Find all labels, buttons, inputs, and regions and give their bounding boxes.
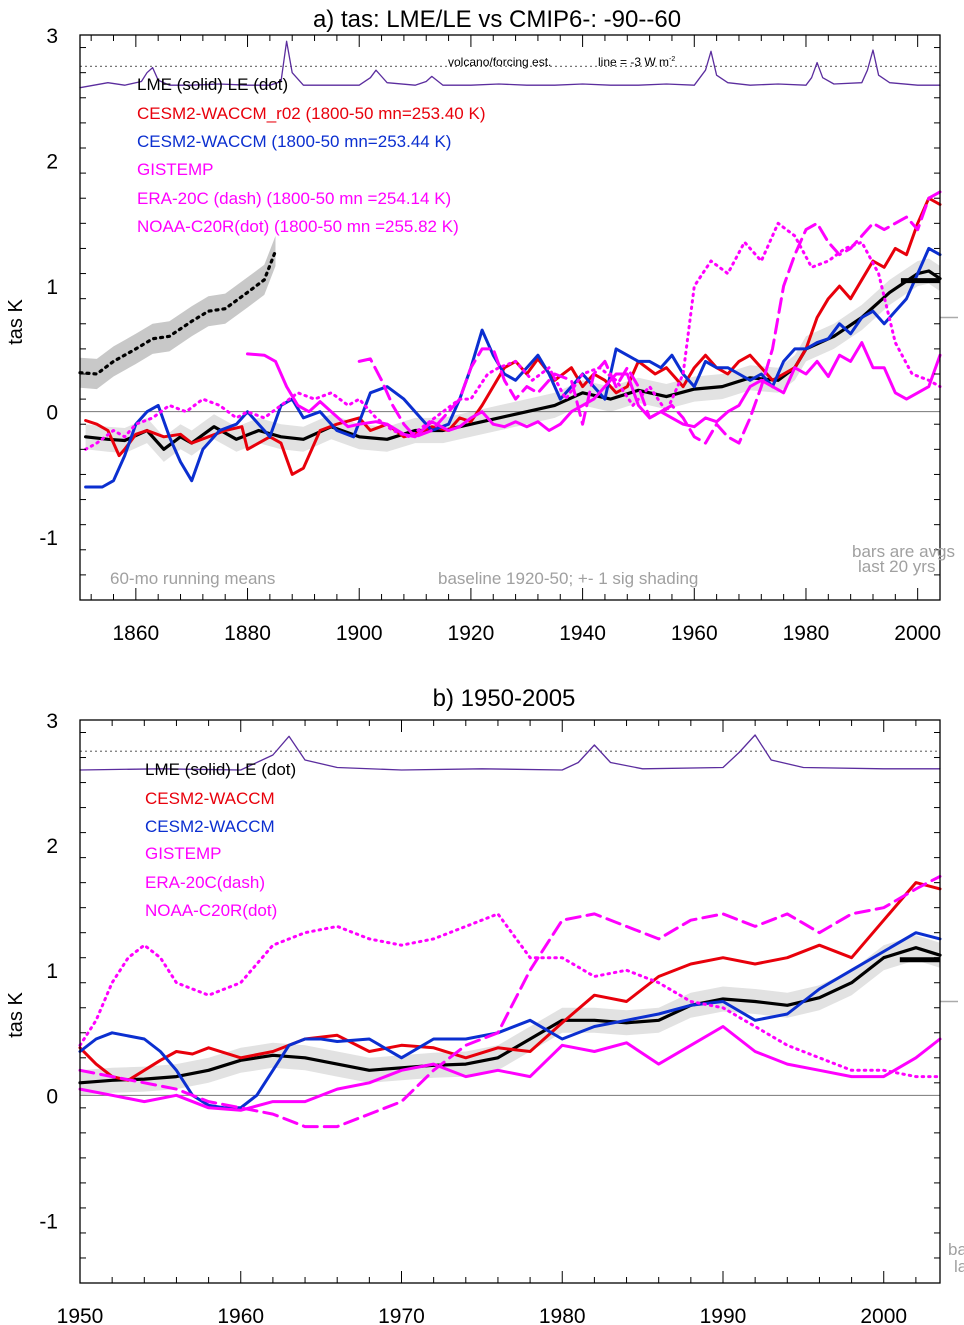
band-a-2: [85, 258, 941, 462]
legend-b-1: CESM2-WACCM: [145, 789, 275, 808]
xtick-label-a-7: 2000: [894, 622, 941, 645]
legend-a-2: CESM2-WACCM (1800-50 mn=253.44 K): [137, 132, 451, 151]
series-a-era-20c: [357, 190, 942, 445]
series-b-cesm2-waccm-r02: [78, 881, 942, 1082]
xtick-label-b-4: 1990: [700, 1305, 747, 1325]
ytick-label-b-4: 3: [46, 710, 58, 733]
legend-b-3: GISTEMP: [145, 844, 222, 863]
band-b-1: [80, 935, 940, 1096]
ytick-label-b-1: 0: [46, 1085, 58, 1108]
series-b-gistemp: [78, 1025, 942, 1112]
legend-b-0: LME (solid) LE (dot): [145, 760, 296, 779]
ytick-label-a-1: 0: [46, 402, 58, 425]
panel-b-ylabel: tas K: [5, 992, 27, 1038]
series-b-volcano-forcing-est-: [79, 734, 941, 771]
panel-a-forcing-note2: line = -3 W m-2: [598, 55, 675, 69]
panel-a-title: a) tas: LME/LE vs CMIP6-: -90--60: [313, 6, 681, 33]
panel-a-forcing-note: volcano/forcing est.: [448, 55, 551, 69]
series-b-cesm2-waccm: [78, 931, 942, 1110]
series-a-cesm2-waccm-r02: [84, 196, 942, 476]
panel-a-baseline-note: baseline 1920-50; +- 1 sig shading: [438, 569, 698, 588]
ytick-label-b-2: 1: [46, 960, 58, 983]
series-a-cesm2-waccm: [84, 246, 942, 489]
ytick-label-a-3: 2: [46, 151, 58, 174]
xtick-label-a-3: 1920: [448, 622, 495, 645]
xtick-label-a-1: 1880: [224, 622, 271, 645]
legend-a-4: ERA-20C (dash) (1800-50 mn =254.14 K): [137, 189, 451, 208]
panel-b-bars-note-1: ba: [948, 1240, 964, 1259]
forcing-note2-main: line = -3 W m: [598, 55, 669, 69]
xtick-label-a-2: 1900: [336, 622, 383, 645]
legend-a-0: LME (solid) LE (dot): [137, 75, 288, 94]
panel-b-title: b) 1950-2005: [433, 685, 576, 712]
xtick-label-a-0: 1860: [112, 622, 159, 645]
panel-b: b) 1950-2005 tas K -1 0 1 2 3 1950 1960 1970 198…: [5, 685, 964, 1325]
legend-b-2: CESM2-WACCM: [145, 817, 275, 836]
xtick-label-b-0: 1950: [57, 1305, 104, 1325]
ytick-label-a-4: 3: [46, 25, 58, 48]
xtick-label-b-1: 1960: [217, 1305, 264, 1325]
panel-a-bars-note-2: last 20 yrs: [858, 557, 935, 576]
ytick-label-b-3: 2: [46, 835, 58, 858]
xtick-label-b-3: 1980: [539, 1305, 586, 1325]
legend-a-1: CESM2-WACCM_r02 (1800-50 mn=253.40 K): [137, 104, 485, 123]
panel-a-running-mean-note: 60-mo running means: [110, 569, 275, 588]
panel-a-ylabel: tas K: [5, 299, 27, 345]
ytick-label-a-0: -1: [39, 527, 58, 550]
xtick-label-b-2: 1970: [378, 1305, 425, 1325]
forcing-note2-sup: -2: [669, 56, 675, 63]
plot-frame-a: [79, 34, 941, 601]
series-b-era-20c: [78, 874, 942, 1129]
legend-a-3: GISTEMP: [137, 160, 214, 179]
xtick-label-a-6: 1980: [783, 622, 830, 645]
series-b-noaa-c20r: [78, 912, 942, 1079]
xtick-label-a-4: 1940: [559, 622, 606, 645]
panel-b-legend: LME (solid) LE (dot) CESM2-WACCM CESM2-W…: [145, 760, 296, 920]
plot-frame-b: [79, 719, 941, 1284]
series-a-noaa-c20r: [84, 221, 942, 451]
band-a-1: [80, 235, 276, 390]
legend-a-5: NOAA-C20R(dot) (1800-50 mn =255.82 K): [137, 217, 459, 236]
ytick-label-a-2: 1: [46, 276, 58, 299]
panel-b-plot: -1 0 1 2 3 1950 1960 1970 1980 1990 2000: [39, 710, 958, 1325]
panel-a-plot: -1 0 1 2 3 1860 1880 1900 1920 1940 1960 1980 2000: [39, 25, 958, 645]
series-a-gistemp: [246, 341, 942, 439]
panel-b-bars-note-2: la: [954, 1257, 964, 1276]
xtick-label-b-5: 2000: [860, 1305, 907, 1325]
panel-a: a) tas: LME/LE vs CMIP6-: -90--60 tas K …: [5, 6, 958, 645]
panel-a-bars-note-1: bars are avgs: [852, 542, 955, 561]
ytick-label-b-0: -1: [39, 1210, 58, 1233]
series-a-le: [78, 249, 278, 376]
xtick-label-a-5: 1960: [671, 622, 718, 645]
legend-b-5: NOAA-C20R(dot): [145, 901, 277, 920]
series-a-volcano-forcing-est-: [79, 40, 941, 89]
legend-b-4: ERA-20C(dash): [145, 873, 265, 892]
panel-a-legend: LME (solid) LE (dot) CESM2-WACCM_r02 (18…: [137, 75, 485, 236]
